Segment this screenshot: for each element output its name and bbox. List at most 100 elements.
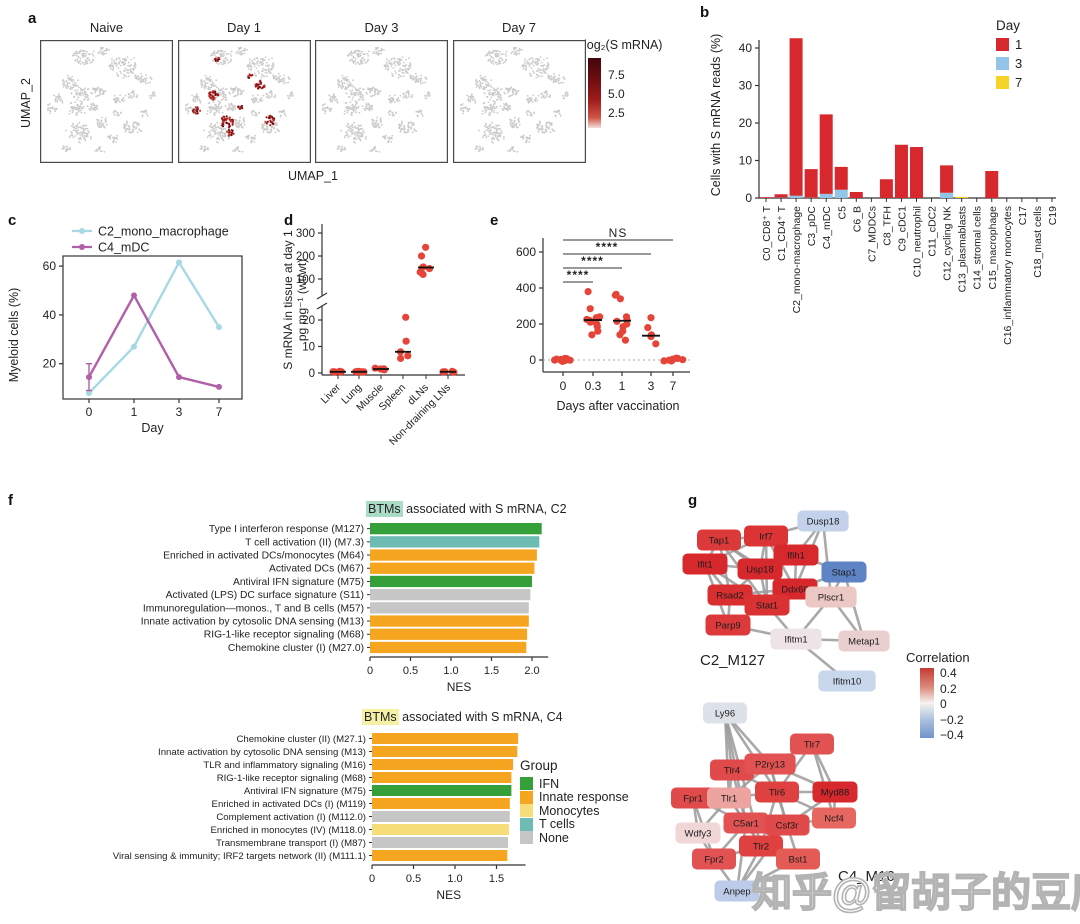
btms-c4-title-highlight: BTMs — [362, 709, 399, 725]
svg-text:Viral sensing & immunity; IRF2: Viral sensing & immunity; IRF2 targets n… — [113, 851, 366, 862]
svg-text:Anpep: Anpep — [723, 887, 750, 898]
gene-node-Dusp18 — [797, 510, 849, 532]
f-bar — [370, 589, 531, 601]
svg-text:20: 20 — [739, 116, 753, 130]
svg-text:C6_B: C6_B — [851, 206, 863, 232]
gene-node-Parp9 — [705, 614, 751, 636]
serum-protein-dot-plot: 0 200 400 600 0 0.3 1 3 7 Days after vaccination N… — [516, 226, 690, 413]
svg-text:Ifitm10: Ifitm10 — [833, 677, 862, 688]
svg-text:C14_stromal cells: C14_stromal cells — [972, 206, 984, 289]
f-bar — [370, 615, 529, 627]
svg-text:1: 1 — [131, 405, 138, 419]
gene-node-Usp18 — [737, 558, 783, 580]
svg-text:C2_mono_macrophage: C2_mono_macrophage — [98, 225, 229, 239]
svg-text:Antiviral IFN signature (M75): Antiviral IFN signature (M75) — [244, 786, 366, 797]
umap-plot-naive — [40, 40, 174, 164]
panel-label-b: b — [700, 4, 710, 21]
svg-text:10: 10 — [739, 154, 753, 168]
smrna-colorbar — [588, 58, 601, 128]
f-bar — [370, 523, 542, 535]
svg-text:Fpr2: Fpr2 — [704, 855, 724, 866]
c-line-C4_mDC — [87, 292, 220, 389]
f-bar — [372, 772, 512, 783]
svg-text:C7_MDDCs: C7_MDDCs — [866, 206, 878, 262]
svg-text:Rsad2: Rsad2 — [716, 591, 743, 602]
correlation-tick: 0.4 — [940, 666, 957, 680]
svg-text:Tlr4: Tlr4 — [724, 766, 740, 777]
panel-label-c: c — [8, 212, 17, 229]
svg-text:7: 7 — [1015, 75, 1022, 90]
svg-text:1: 1 — [619, 379, 626, 393]
correlation-tick: 0 — [940, 697, 947, 711]
svg-text:Ncf4: Ncf4 — [824, 814, 844, 825]
svg-text:Days after vaccination: Days after vaccination — [557, 399, 680, 413]
network-c4-label: C4_M16 — [838, 868, 895, 885]
svg-text:40: 40 — [739, 41, 753, 55]
gene-node-Irf7 — [744, 525, 788, 547]
group-swatch — [520, 804, 533, 818]
svg-text:0: 0 — [529, 353, 536, 367]
svg-text:C12_cycling NK: C12_cycling NK — [942, 206, 954, 281]
svg-text:Wdfy3: Wdfy3 — [685, 829, 712, 840]
umap-plot-day-7 — [452, 40, 586, 164]
svg-text:NS: NS — [609, 226, 628, 240]
svg-text:C5ar1: C5ar1 — [733, 819, 759, 830]
svg-text:Innate activation by cytosolic: Innate activation by cytosolic DNA sensi… — [158, 747, 366, 758]
svg-text:Ifitm1: Ifitm1 — [784, 635, 807, 646]
svg-text:Parp9: Parp9 — [715, 621, 740, 632]
f-bar — [372, 759, 514, 770]
svg-text:RIG-1-like receptor signaling: RIG-1-like receptor signaling (M68) — [217, 773, 366, 784]
svg-text:400: 400 — [516, 281, 536, 295]
svg-text:C2_mono-macrophage: C2_mono-macrophage — [791, 206, 803, 314]
f-bar — [372, 837, 509, 848]
correlation-legend-title: Correlation — [906, 650, 970, 665]
gene-node-Stat1 — [744, 594, 790, 616]
svg-text:7: 7 — [216, 405, 223, 419]
f-bar — [372, 811, 510, 822]
gene-node-Ifih1 — [773, 544, 819, 566]
panel-label-a: a — [28, 10, 37, 27]
svg-text:RIG-1-like receptor signaling: RIG-1-like receptor signaling (M68) — [204, 630, 364, 641]
correlation-colorbar — [920, 668, 934, 738]
svg-text:200: 200 — [296, 251, 315, 263]
gene-node-Ncf4 — [812, 807, 856, 829]
gene-node-Ifit1 — [682, 553, 728, 575]
btms-c4-title-rest: associated with S mRNA, C4 — [398, 710, 563, 724]
colorbar-label: log₂(S mRNA) — [584, 38, 663, 52]
f-bar — [372, 746, 518, 757]
svg-text:Fpr1: Fpr1 — [683, 794, 703, 805]
svg-text:0: 0 — [369, 873, 375, 885]
svg-text:Tlr1: Tlr1 — [721, 794, 737, 805]
svg-text:100: 100 — [296, 274, 315, 286]
c-line-C2_mono_macrophage — [88, 259, 221, 394]
umap-panel-title: Day 7 — [502, 20, 536, 35]
svg-text:10: 10 — [302, 342, 315, 354]
umap-gray-cells — [47, 46, 156, 153]
umap-panel-title: Naive — [89, 20, 124, 35]
svg-text:Bst1: Bst1 — [788, 855, 807, 866]
svg-text:****: **** — [567, 268, 590, 282]
svg-text:C4_mDC: C4_mDC — [821, 206, 833, 250]
svg-text:0: 0 — [560, 379, 567, 393]
f-bar — [370, 575, 532, 588]
svg-text:C1_CD4⁺ T: C1_CD4⁺ T — [776, 205, 788, 261]
group-legend-item: Innate response — [520, 790, 629, 804]
gene-node-Anpep — [714, 880, 760, 902]
svg-text:Tlr6: Tlr6 — [769, 788, 785, 799]
gene-node-Tlr6 — [755, 781, 799, 803]
c-y-axis-label: Myeloid cells (%) — [7, 288, 21, 382]
network-c2-label: C2_M127 — [700, 652, 766, 669]
svg-text:S mRNA in tissue at day 1: S mRNA in tissue at day 1 — [281, 230, 295, 370]
svg-text:P2ry13: P2ry13 — [755, 760, 785, 771]
gene-node-Rsad2 — [707, 584, 753, 606]
svg-text:Complement activation (I) (M11: Complement activation (I) (M112.0) — [216, 812, 366, 823]
svg-text:20: 20 — [302, 315, 315, 327]
gene-node-Wdfy3 — [675, 822, 721, 844]
btms-c2-title-highlight: BTMs — [366, 501, 403, 517]
svg-text:Liver: Liver — [319, 381, 344, 406]
group-legend-item: T cells — [520, 817, 629, 832]
svg-text:Ifih1: Ifih1 — [787, 551, 805, 562]
correlation-tick: −0.4 — [940, 728, 964, 742]
group-legend-item: None — [520, 831, 629, 845]
group-label: T cells — [539, 817, 575, 832]
